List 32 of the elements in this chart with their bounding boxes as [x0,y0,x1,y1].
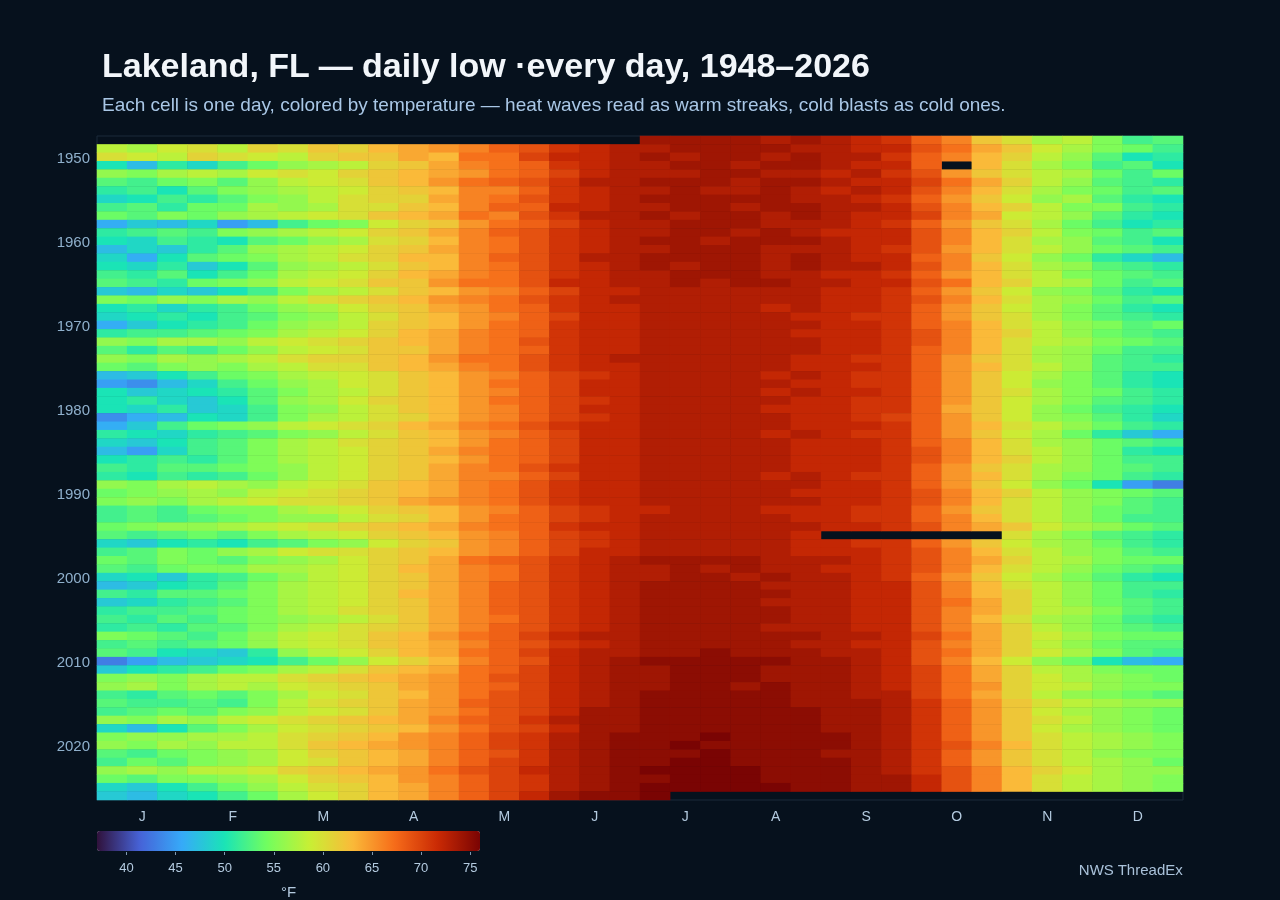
y-tick-label: 1990 [56,484,90,502]
x-tick-label: A [409,808,420,824]
text: NWS ThreadEx [1078,861,1184,878]
color-bar-label: 65 [364,860,380,875]
color-bar-label: 40 [119,860,134,875]
y-tick-label: 2020 [56,736,90,754]
y-tick-label: 1950 [56,148,90,166]
x-tick-label: M [498,808,511,824]
color-bar-label: 50 [217,860,232,875]
x-tick-label: O [951,808,963,824]
x-tick-label: F [228,808,238,824]
color-bar-label: 70 [413,860,429,875]
color-bar-title: °F [280,883,297,900]
x-tick-label: S [861,808,871,824]
x-tick-label: D [1132,808,1143,824]
x-tick-label: J [681,808,689,824]
color-bar-label: 55 [266,860,281,875]
x-tick-label: N [1042,808,1053,824]
x-tick-label: J [138,808,146,824]
chart-title: Lakeland, FL — daily low ·every day, 1948–2026 [102,46,870,84]
color-bar-label: 75 [462,860,478,875]
y-tick-label: 2000 [56,568,90,586]
y-tick-label: 2010 [56,652,90,670]
y-tick-label: 1980 [56,400,90,418]
x-tick-label: M [317,808,330,824]
color-bar-label: 60 [315,860,331,875]
color-bar-label: 45 [168,860,183,875]
y-tick-label: 1960 [56,232,90,250]
x-tick-label: J [591,808,599,824]
y-tick-label: 1970 [56,316,90,334]
x-tick-label: A [771,808,782,824]
chart-subtitle: Each cell is one day, colored by temperature — heat waves read as warm streaks, cold blasts as cold ones. [102,94,1006,115]
